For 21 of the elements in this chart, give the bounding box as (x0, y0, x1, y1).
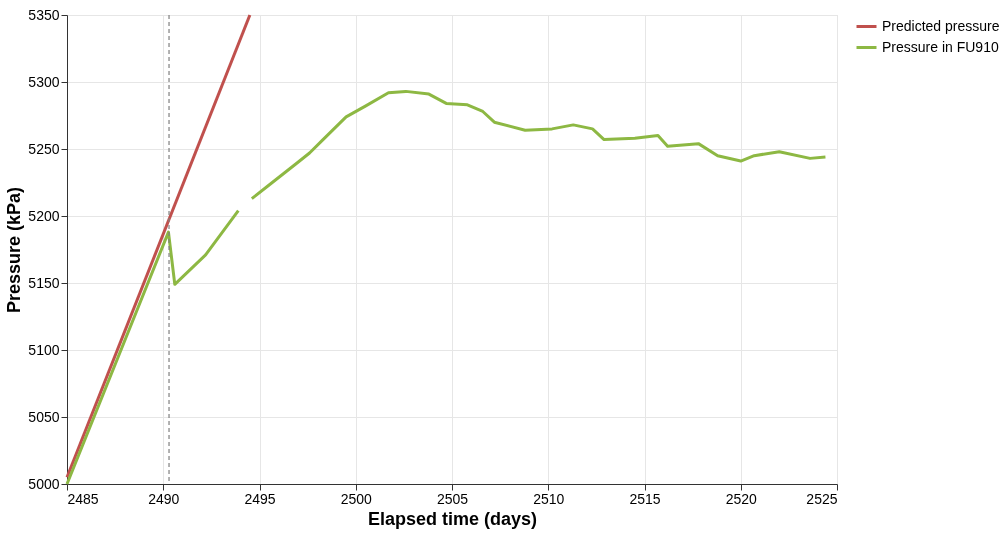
legend-label: Pressure in FU910 (882, 38, 999, 55)
x-tick-label: 2490 (148, 490, 180, 507)
y-tick-label: 5150 (28, 274, 60, 291)
x-tick-label: 2520 (725, 490, 758, 507)
legend-label: Predicted pressure (882, 17, 1000, 34)
y-tick-label: 5000 (28, 475, 60, 492)
x-tick-label: 2515 (629, 490, 661, 507)
x-tick-label: 2525 (806, 490, 838, 507)
x-tick-label: 2500 (340, 490, 373, 507)
y-tick-label: 5200 (28, 207, 60, 224)
x-tick-label: 2505 (436, 490, 469, 507)
x-tick-label: 2485 (67, 490, 99, 507)
x-axis-title: Elapsed time (days) (367, 508, 538, 529)
y-tick-label: 5100 (28, 341, 60, 358)
y-axis-title: Pressure (kPa) (4, 186, 25, 314)
y-tick-label: 5300 (28, 73, 60, 90)
y-tick-label: 5350 (28, 6, 60, 23)
y-tick-label: 5050 (28, 408, 60, 425)
y-tick-label: 5250 (28, 140, 60, 157)
x-tick-label: 2510 (533, 490, 565, 507)
x-tick-label: 2495 (244, 490, 276, 507)
